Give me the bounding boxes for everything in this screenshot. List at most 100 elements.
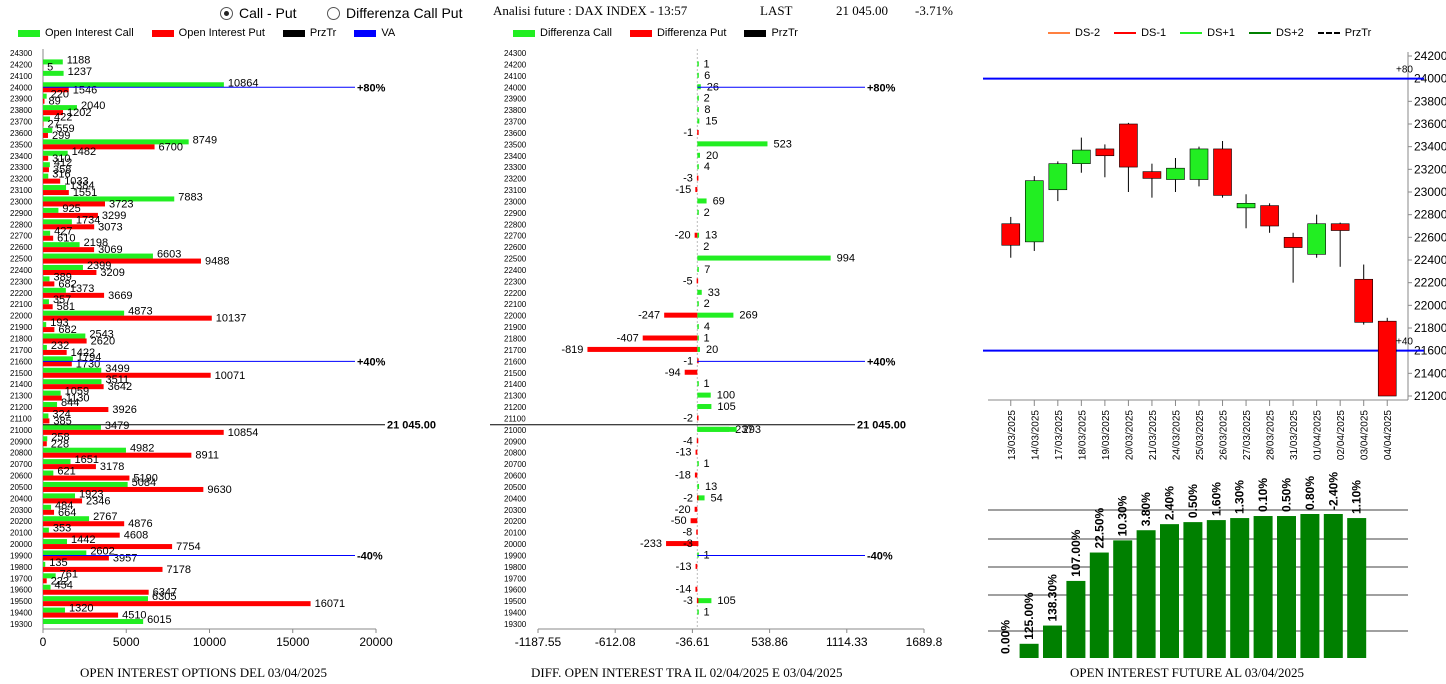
diff-value-label: 237 (735, 424, 753, 436)
call-value-label: 10864 (228, 77, 259, 89)
strike-label: 22200 (504, 289, 527, 298)
call-value-label: 7883 (178, 191, 202, 203)
diff-bar (697, 209, 699, 215)
diff-value-label: 1 (703, 58, 709, 70)
diff-value-label: 2 (704, 93, 710, 105)
diff-value-label: -2 (683, 412, 693, 424)
call-bar (43, 253, 153, 259)
strike-label: 19600 (10, 586, 33, 595)
strike-label: 20200 (10, 517, 33, 526)
diff-value-label: 523 (773, 138, 791, 150)
candle-body (1119, 123, 1138, 168)
caption-left: OPEN INTEREST OPTIONS DEL 03/04/2025 (80, 665, 327, 680)
call-value-label: 427 (54, 226, 72, 238)
put-bar (43, 281, 55, 287)
level-label: +40% (867, 356, 896, 368)
x-tick-label: 20/03/2025 (1124, 410, 1135, 460)
future-bar-label: 1.60% (1209, 482, 1223, 516)
diff-value-label: 1 (703, 607, 709, 619)
call-bar (43, 173, 49, 179)
put-value-label: 4510 (122, 610, 146, 622)
put-bar (43, 155, 49, 161)
put-bar (43, 498, 83, 504)
candle-body (1283, 237, 1303, 248)
call-value-label: 4982 (130, 443, 154, 455)
call-bar (43, 59, 63, 65)
put-bar (43, 190, 69, 196)
diff-value-label: 33 (708, 287, 720, 299)
diff-value-label: 2 (704, 298, 710, 310)
level-label: +40% (357, 356, 386, 368)
call-bar (43, 207, 59, 213)
radio-call-put[interactable]: Call - Put (220, 5, 297, 21)
diff-bar (697, 609, 699, 615)
call-value-label: 220 (51, 89, 69, 101)
diff-bar (694, 232, 698, 238)
y-tick-label: 21400 (1414, 366, 1446, 380)
legend-swatch (744, 29, 767, 37)
put-bar (43, 212, 98, 218)
radio-diff[interactable]: Differenza Call Put (327, 5, 462, 21)
strike-label: 22600 (10, 243, 33, 252)
x-tick-label: -36.61 (675, 635, 709, 649)
legend-swatch (282, 29, 305, 37)
diff-value-label: -8 (682, 527, 692, 539)
level-label: +40 (1396, 337, 1413, 348)
future-bar (1300, 514, 1320, 658)
put-value-label: 3926 (112, 404, 136, 416)
put-value-label: 9488 (205, 256, 229, 268)
strike-label: 22100 (10, 300, 33, 309)
call-value-label: 6305 (152, 591, 176, 603)
diff-value-label: -15 (675, 184, 691, 196)
x-tick-label: 538.86 (751, 635, 788, 649)
y-tick-label: 24000 (1414, 72, 1446, 86)
diff-bar (697, 495, 705, 501)
call-value-label: 1923 (79, 488, 103, 500)
strike-label: 20000 (10, 540, 33, 549)
future-bar (1113, 540, 1133, 658)
put-bar (43, 384, 104, 390)
candle-body (1307, 223, 1326, 255)
put-bar (43, 98, 45, 104)
put-value-label: 16071 (315, 598, 346, 610)
put-value-label: 7754 (176, 541, 200, 553)
call-value-label: 1734 (76, 214, 100, 226)
put-bar (43, 612, 119, 618)
x-tick-label: 10000 (193, 635, 227, 649)
future-bar (1230, 518, 1250, 658)
level-label: +80 (1396, 65, 1413, 76)
strike-label: 24300 (504, 49, 527, 58)
legend-label: Open Interest Call (45, 27, 134, 39)
future-oi-bar-chart: 0.00% 125.00% 138.30% 107.00% 22.50% 10.30% 3.… (988, 472, 1408, 658)
strike-label: 23900 (504, 95, 527, 104)
y-tick-label: 22800 (1414, 208, 1446, 222)
future-bar (1183, 522, 1203, 658)
diff-value-label: 1 (703, 378, 709, 390)
diff-value-label: 269 (739, 310, 757, 322)
diff-value-label: 69 (713, 195, 725, 207)
level-label: +80% (867, 82, 896, 94)
strike-label: 21400 (504, 380, 527, 389)
put-bar (43, 144, 155, 150)
strike-label: 21600 (10, 357, 33, 366)
put-bar (43, 361, 72, 367)
strike-label: 20800 (10, 449, 33, 458)
put-bar (43, 589, 149, 595)
diff-bar (697, 426, 737, 432)
put-bar (43, 429, 224, 435)
x-tick-label: 24/03/2025 (1171, 410, 1182, 460)
put-bar (43, 292, 105, 298)
diff-value-label: 20 (706, 150, 718, 162)
call-bar (43, 116, 51, 122)
diff-value-label: 293 (743, 424, 761, 436)
strike-label: 20500 (10, 483, 33, 492)
call-bar (43, 481, 128, 487)
strike-label: 19500 (10, 597, 33, 606)
strike-label: 20500 (504, 483, 527, 492)
call-value-label: 3479 (105, 420, 129, 432)
put-bar (43, 235, 54, 241)
diff-value-label: -50 (671, 515, 687, 527)
put-value-label: 682 (58, 324, 76, 336)
call-value-label: 1442 (71, 534, 95, 546)
call-value-label: 2767 (93, 511, 117, 523)
